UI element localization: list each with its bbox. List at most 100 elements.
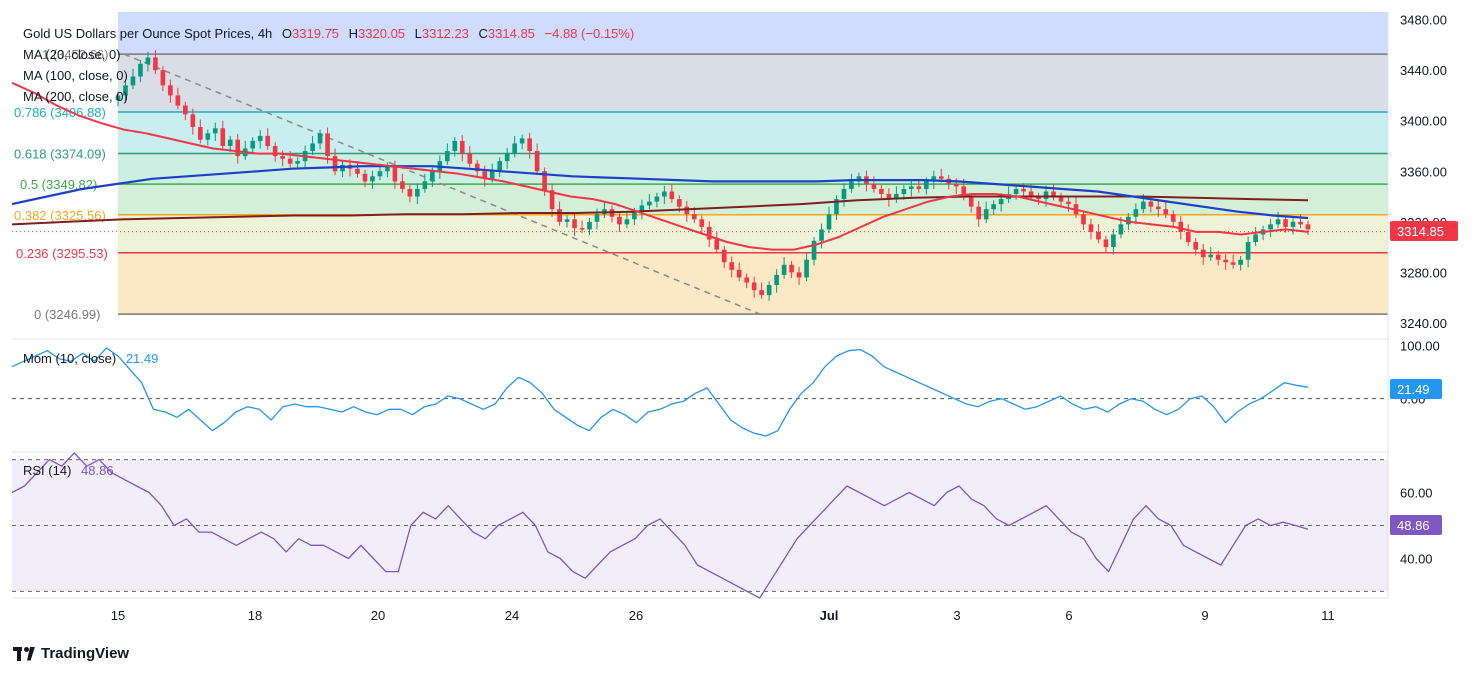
candle-body [1275,219,1281,225]
candle-body [519,138,525,144]
candle-body [198,127,203,140]
candle-body [789,264,794,273]
candle-body [415,188,420,197]
symbol-title: Gold US Dollars per Ounce Spot Prices, 4… [23,26,272,41]
mom-value: 21.49 [126,351,159,366]
candle-body [362,173,368,182]
candle-body [407,188,413,197]
high-value: 3320.05 [358,26,405,41]
candle-body [385,166,390,172]
candle-body [579,228,585,230]
fib-label: 0.382 (3325.56) [14,208,106,223]
candle-body [849,181,854,189]
candle-body [617,216,622,225]
candle-body [677,199,682,207]
candle-body [909,186,914,189]
price-tick: 3440.00 [1400,63,1447,78]
candle-body [1021,188,1026,192]
candle-body [175,95,181,106]
candle-body [983,209,989,220]
candle-body [1215,254,1221,260]
price-tick: 3360.00 [1400,164,1447,179]
candle-body [1036,196,1041,200]
candle-body [235,139,241,157]
candle-body [1141,201,1146,210]
mom-title: Mom (10, close) [23,351,116,366]
candle-body [804,259,809,278]
time-tick: 11 [1321,608,1335,623]
candle-body [1185,231,1191,243]
candle-body [1298,221,1303,225]
tradingview-brand[interactable]: TradingView [13,645,129,662]
candle-body [1290,221,1296,227]
candle-body [662,191,667,197]
candle-body [1133,209,1139,217]
candle-body [272,145,278,157]
mom-tick: 100.00 [1400,338,1440,353]
candle-body [317,133,323,144]
time-tick: 18 [248,608,262,623]
candle-body [669,191,675,200]
candle-body [1051,191,1056,197]
candle-body [834,199,839,215]
fib-zone [118,184,1388,215]
price-tick: 3240.00 [1400,316,1447,331]
candle-body [796,272,802,278]
rsi-tick: 40.00 [1400,551,1433,566]
candle-body [130,76,136,86]
candle-body [1178,221,1184,232]
price-tick: 3280.00 [1400,265,1447,280]
candle-body [205,133,211,140]
candle-body [160,70,166,86]
candle-body [736,269,742,278]
candle-body [1118,224,1124,235]
candle-body [714,239,720,250]
candle-body [841,188,847,200]
candle-body [1028,191,1034,197]
rsi-badge-bg [1390,515,1442,535]
close-label: C [479,26,488,41]
candle-body [923,181,929,189]
candle-body [826,214,832,230]
time-tick: 24 [505,608,519,623]
candle-body [1111,234,1116,248]
candle-body [542,171,547,191]
candle-body [1200,249,1206,258]
fib-zone [118,54,1388,113]
fib-trendline [123,53,761,315]
legend-ma100[interactable]: MA (100, close, 0) [23,68,128,83]
fib-zone [118,112,1388,154]
low-value: 3312.23 [422,26,469,41]
legend-ma20[interactable]: MA (20, close, 0) [23,47,121,62]
rsi-value: 48.86 [81,463,114,478]
fib-label: 0.5 (3349.82) [20,177,97,192]
high-label: H [349,26,358,41]
candle-body [168,85,173,96]
candle-body [145,57,151,64]
candle-body [280,156,285,159]
candle-body [489,171,495,179]
candle-body [968,196,974,207]
candle-body [572,219,577,229]
candle-body [1096,231,1101,240]
fib-label: 0.236 (3295.53) [16,246,108,261]
fib-labels: 1 (3452.66)0.786 (3406.88)0.618 (3374.09… [14,47,109,322]
fib-zone [118,214,1388,253]
candle-body [811,240,817,260]
candle-body [325,133,330,157]
fib-zone-top [118,12,1388,55]
candle-body [684,206,690,215]
candle-body [953,183,959,187]
fib-label: 0 (3246.99) [34,307,101,322]
candle-body [355,168,360,174]
candle-body [220,128,226,146]
candle-body [856,176,862,182]
candle-body [976,206,982,220]
candle-body [212,128,218,134]
candle-body [370,176,375,182]
candle-body [901,188,907,195]
candle-body [587,221,592,230]
candle-body [444,151,450,162]
legend-ma200[interactable]: MA (200, close, 0) [23,89,128,104]
